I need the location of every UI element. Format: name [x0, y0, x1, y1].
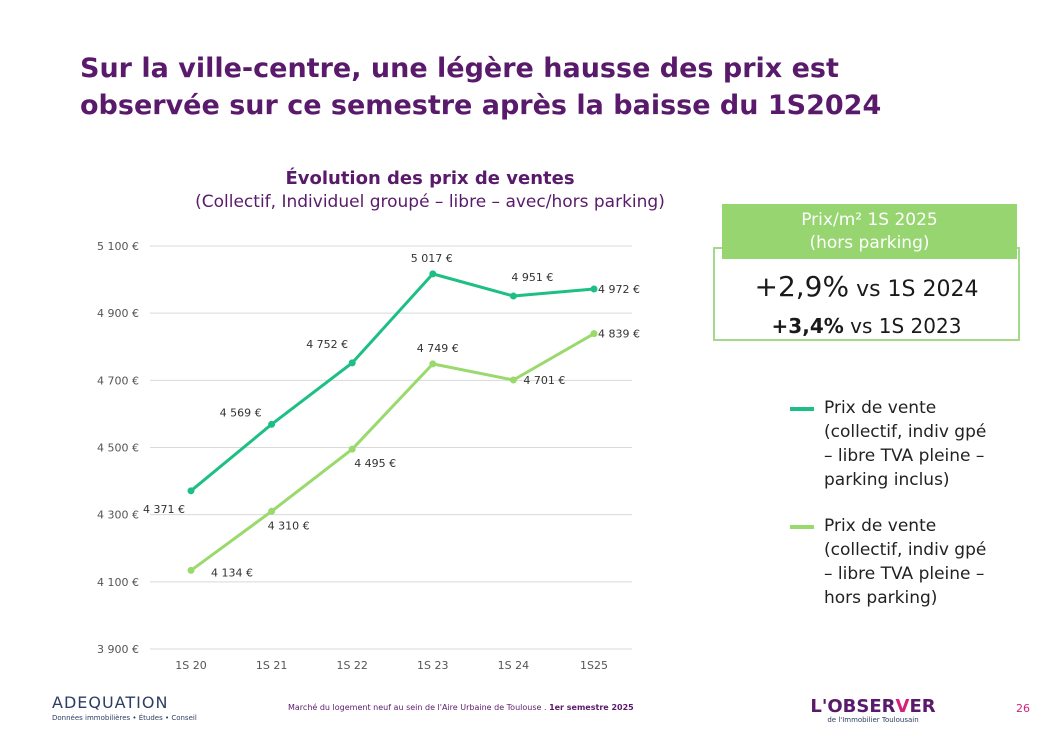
kpi-line-vs-2024: +2,9% vs 1S 2024 — [713, 270, 1020, 303]
kpi-value-vs-2024: +2,9% — [754, 270, 850, 303]
chart-subtitle: (Collectif, Individuel groupé – libre – … — [195, 192, 665, 212]
data-point — [590, 285, 598, 293]
data-point — [590, 330, 598, 338]
legend-line: (collectif, indiv gpé — [824, 540, 987, 560]
legend-line: Prix de vente — [824, 516, 937, 536]
footer-caption: Marché du logement neuf au sein de l'Air… — [288, 703, 708, 712]
observer-logo: L'OBSERVER de l'Immobilier Toulousain — [808, 696, 938, 724]
observer-brand-c: ER — [909, 696, 936, 717]
legend-line: parking inclus) — [824, 470, 950, 490]
legend-swatch — [790, 407, 814, 411]
kpi-header-line1: Prix/m² 1S 2025 — [801, 210, 938, 230]
x-tick-label: 1S25 — [580, 659, 608, 672]
kpi-label-vs-2023: vs 1S 2023 — [843, 314, 962, 338]
data-label: 4 569 € — [220, 406, 262, 419]
data-label: 4 310 € — [268, 519, 310, 532]
footer-bold: semestre 2025 — [564, 703, 634, 712]
y-tick-label: 4 300 € — [97, 509, 139, 522]
data-point — [348, 445, 356, 453]
page-title: Sur la ville-centre, une légère hausse d… — [80, 50, 980, 124]
adequation-logo: ADEQUATION Données immobilières • Études… — [52, 693, 212, 722]
legend-swatch — [790, 525, 814, 529]
data-point — [187, 487, 195, 495]
legend-line: Prix de vente — [824, 398, 937, 418]
x-tick-label: 1S 20 — [175, 659, 206, 672]
data-label: 4 495 € — [354, 457, 396, 470]
legend-line: – libre TVA pleine – — [824, 564, 985, 584]
y-tick-label: 4 900 € — [97, 307, 139, 320]
data-label: 4 839 € — [598, 328, 640, 341]
footer-caption-text: Marché du logement neuf au sein de l'Air… — [288, 703, 547, 712]
series-line — [190, 272, 595, 492]
y-tick-label: 4 700 € — [97, 374, 139, 387]
observer-brand-a: L'OBSER — [810, 696, 896, 717]
legend-text: Prix de vente (collectif, indiv gpé – li… — [824, 514, 1034, 610]
page-title-line1: Sur la ville-centre, une légère hausse d… — [80, 53, 839, 84]
kpi-header: Prix/m² 1S 2025 (hors parking) — [722, 204, 1017, 259]
data-point — [509, 292, 517, 300]
kpi-header-line2: (hors parking) — [809, 233, 930, 253]
legend-line: – libre TVA pleine – — [824, 446, 985, 466]
data-label: 4 134 € — [211, 566, 253, 579]
x-tick-label: 1S 22 — [336, 659, 367, 672]
data-label: 4 371 € — [143, 503, 185, 516]
footer-caption-sup: 1er semestre 2025 — [549, 703, 634, 712]
legend-line: (collectif, indiv gpé — [824, 422, 987, 442]
observer-brand-b: V — [895, 696, 910, 717]
data-point — [348, 359, 356, 367]
data-label: 4 752 € — [306, 338, 348, 351]
y-tick-label: 3 900 € — [97, 643, 139, 656]
observer-brand: L'OBSERVER — [808, 696, 938, 717]
data-label: 5 017 € — [411, 252, 453, 265]
kpi-value-vs-2023: +3,4% — [771, 314, 844, 338]
data-point — [509, 376, 517, 384]
y-tick-label: 4 100 € — [97, 576, 139, 589]
y-tick-label: 4 500 € — [97, 442, 139, 455]
kpi-box — [713, 247, 1020, 341]
data-point — [429, 360, 437, 368]
data-label: 4 701 € — [523, 374, 565, 387]
adequation-tagline: Données immobilières • Études • Conseil — [52, 714, 197, 722]
kpi-label-vs-2024: vs 1S 2024 — [849, 277, 979, 302]
kpi-line-vs-2023: +3,4% vs 1S 2023 — [713, 314, 1020, 338]
price-line-chart: 3 900 € 4 100 € 4 300 € 4 500 € 4 700 € 4 900… — [97, 240, 640, 672]
data-point — [268, 420, 276, 428]
observer-tagline: de l'Immobilier Toulousain — [827, 716, 919, 724]
x-tick-label: 1S 24 — [498, 659, 529, 672]
series-line — [190, 332, 595, 572]
adequation-brand: ADEQUATION — [52, 693, 169, 712]
data-point — [429, 270, 437, 278]
data-label: 4 749 € — [417, 342, 459, 355]
legend-line: hors parking) — [824, 588, 938, 608]
page-number: 26 — [1016, 702, 1030, 715]
footer-sup: 1er — [549, 703, 564, 712]
data-label: 4 951 € — [511, 271, 553, 284]
data-label: 4 972 € — [598, 283, 640, 296]
x-tick-label: 1S 21 — [256, 659, 287, 672]
y-tick-label: 5 100 € — [97, 240, 139, 253]
chart-title: Évolution des prix de ventes — [285, 168, 575, 189]
x-tick-label: 1S 23 — [417, 659, 448, 672]
page-title-line2: observée sur ce semestre après la baisse… — [80, 90, 882, 121]
legend-text: Prix de vente (collectif, indiv gpé – li… — [824, 396, 1034, 492]
data-point — [268, 507, 276, 515]
data-point — [187, 566, 195, 574]
